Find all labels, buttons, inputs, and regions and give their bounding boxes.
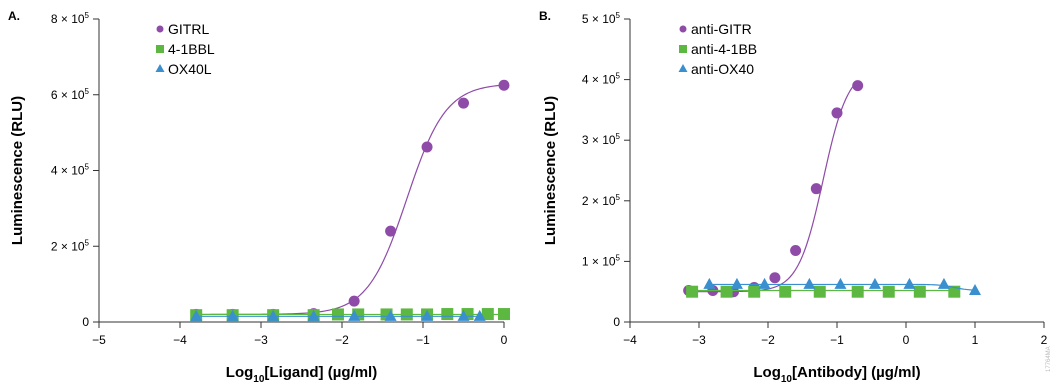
data-point-anti-4-1bb	[851, 285, 864, 298]
data-point-ox40l	[226, 309, 239, 321]
x-tick-label: 2	[1041, 333, 1048, 347]
fit-curve-gitrl	[196, 84, 505, 316]
data-point-anti-ox40	[834, 277, 847, 289]
y-tick-label: 2 × 105	[582, 193, 621, 208]
y-tick-label: 4 × 105	[51, 163, 90, 178]
data-point-gitrl	[421, 141, 433, 153]
x-tick-label: −1	[416, 333, 430, 347]
data-point-anti-ox40	[703, 277, 716, 289]
data-point-anti-4-1bb	[686, 285, 699, 298]
data-point-ox40l	[307, 309, 320, 321]
x-tick-label: −3	[692, 333, 706, 347]
y-tick-label: 1 × 105	[582, 253, 621, 268]
y-axis-title: Luminescence (RLU)	[542, 96, 559, 245]
data-point-anti-4-1bb	[913, 285, 926, 298]
data-point-ox40l	[473, 309, 486, 321]
data-point-anti-ox40	[868, 277, 881, 289]
legend-marker-ox40l	[155, 64, 165, 72]
legend-label-anti-4-1bb: anti-4-1BB	[691, 41, 757, 57]
series-anti-ox40	[703, 277, 981, 295]
figure-code-watermark: 17764MA	[1046, 346, 1052, 372]
y-tick-label: 8 × 105	[51, 11, 90, 26]
data-point-ox40l	[384, 309, 397, 321]
legend-label-4-1bbl: 4-1BBL	[168, 41, 215, 57]
y-tick-label: 0	[613, 315, 620, 329]
data-point-anti-4-1bb	[948, 285, 961, 298]
legend: GITRL 4-1BBL OX40L	[155, 21, 215, 77]
x-tick-label: 0	[903, 333, 910, 347]
series-gitrl	[190, 79, 510, 320]
legend-label-anti-gitr: anti-GITR	[691, 21, 752, 37]
y-tick-label: 4 × 105	[582, 72, 621, 87]
x-tick-label: −4	[173, 333, 187, 347]
chart-panel-b: B. −4 −3 −2 −1 0 1 2 0 1 × 105 2 × 105 3 × 105 4 × 1…	[539, 9, 1048, 385]
data-point-anti-ox40	[969, 283, 981, 295]
x-tick-label: −2	[335, 333, 349, 347]
x-axis-title: Log10[Antibody] (µg/ml)	[753, 364, 920, 385]
legend-marker-4-1bbl	[156, 45, 164, 53]
data-point-anti-ox40	[903, 277, 916, 289]
data-point-anti-4-1bb	[813, 285, 826, 298]
data-point-anti-4-1bb	[720, 285, 733, 298]
x-tick-label: 1	[972, 333, 979, 347]
x-tick-label: −4	[623, 333, 637, 347]
data-point-anti-gitr	[810, 183, 822, 195]
data-point-4-1bbl	[400, 308, 413, 321]
x-tick-label: −3	[254, 333, 268, 347]
x-tick-label: −5	[92, 333, 106, 347]
panel-label: A.	[8, 9, 20, 23]
data-point-gitrl	[348, 295, 360, 307]
data-point-ox40l	[457, 309, 470, 321]
data-point-ox40l	[267, 309, 280, 321]
y-tick-label: 6 × 105	[51, 87, 90, 102]
series-ox40l	[190, 309, 486, 321]
data-point-4-1bbl	[441, 308, 454, 321]
y-tick-label: 3 × 105	[582, 132, 621, 147]
legend-label-gitrl: GITRL	[168, 21, 209, 37]
data-point-gitrl	[385, 225, 397, 237]
data-point-4-1bbl	[481, 308, 494, 321]
x-tick-label: −1	[830, 333, 844, 347]
data-point-ox40l	[348, 309, 361, 321]
y-tick-label: 2 × 105	[51, 238, 90, 253]
y-tick-label: 0	[82, 315, 89, 329]
y-tick-label: 5 × 105	[582, 11, 621, 26]
data-point-anti-ox40	[803, 277, 816, 289]
data-point-4-1bbl	[331, 308, 344, 321]
x-axis-title: Log10[Ligand] (µg/ml)	[226, 364, 377, 385]
data-point-anti-gitr	[790, 244, 802, 256]
x-tick-label: −2	[761, 333, 775, 347]
data-point-4-1bbl	[498, 308, 510, 321]
data-point-anti-ox40	[758, 277, 771, 289]
legend-marker-gitrl	[156, 25, 164, 33]
legend: anti-GITR anti-4-1BB anti-OX40	[678, 21, 757, 77]
data-point-ox40l	[190, 309, 203, 321]
panel-label: B.	[539, 9, 551, 23]
data-point-anti-4-1bb	[748, 285, 761, 298]
data-point-anti-ox40	[730, 277, 743, 289]
data-point-anti-gitr	[852, 80, 864, 92]
data-point-anti-gitr	[769, 272, 781, 284]
data-point-anti-ox40	[937, 277, 950, 289]
data-point-anti-4-1bb	[882, 285, 895, 298]
legend-marker-anti-ox40	[678, 64, 688, 72]
data-point-gitrl	[458, 97, 469, 109]
legend-marker-anti-gitr	[679, 25, 687, 33]
series-anti-gitr	[683, 80, 864, 298]
data-point-gitrl	[498, 79, 510, 91]
legend-marker-anti-4-1bb	[679, 45, 687, 53]
legend-label-anti-ox40: anti-OX40	[691, 61, 754, 77]
y-axis-title: Luminescence (RLU)	[9, 96, 26, 245]
chart-panel-a: A. −5 −4 −3 −2 −1 0 0 2 × 105 4 × 105 6 × 105 8 × 1…	[8, 9, 510, 385]
data-point-ox40l	[421, 309, 434, 321]
data-point-anti-4-1bb	[779, 285, 792, 298]
legend-label-ox40l: OX40L	[168, 61, 212, 77]
data-point-anti-gitr	[831, 107, 843, 119]
series-anti-4-1bb	[686, 285, 961, 298]
x-tick-label: 0	[501, 333, 508, 347]
